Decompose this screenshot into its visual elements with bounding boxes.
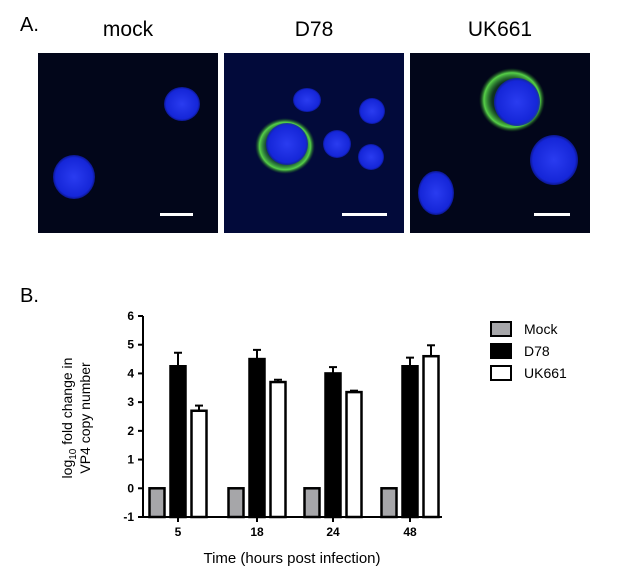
bar-uk661: [269, 380, 287, 519]
x-axis-label: Time (hours post infection): [203, 550, 380, 567]
legend-swatch-d78: [490, 343, 512, 359]
nucleus: [323, 130, 351, 158]
bar-d78: [324, 372, 342, 519]
nucleus: [358, 144, 384, 170]
y-tick-label: 1: [127, 453, 134, 467]
bar-uk661: [345, 390, 363, 519]
panel-title-mock: mock: [102, 18, 154, 41]
bar-mock: [227, 487, 245, 519]
image-d78: [224, 53, 404, 233]
scale-bar: [534, 213, 570, 216]
bar-d78: [169, 365, 187, 519]
bar-chart: log10 fold change in VP4 copy number Tim…: [59, 309, 567, 567]
y-tick-label: -1: [123, 510, 134, 524]
nucleus: [164, 87, 200, 121]
bar-uk661: [190, 409, 208, 519]
y-tick-label: 0: [127, 481, 134, 495]
scale-bar: [160, 213, 193, 216]
nucleus: [359, 98, 385, 124]
legend-label-d78: D78: [524, 343, 550, 359]
y-tick-label: 6: [127, 309, 134, 323]
microscopy-panels: [38, 53, 590, 233]
nucleus: [293, 88, 321, 112]
x-tick-label: 24: [326, 525, 340, 539]
nucleus: [494, 78, 540, 126]
y-tick-label: 4: [127, 366, 134, 380]
panel-a-label: A.: [20, 14, 39, 36]
nucleus: [53, 155, 95, 199]
legend-label-uk661: UK661: [524, 365, 567, 381]
x-tick-label: 48: [403, 525, 417, 539]
nucleus: [266, 123, 308, 165]
panel-title-d78: D78: [294, 18, 334, 41]
nucleus: [530, 135, 578, 185]
x-tick-label: 5: [175, 525, 182, 539]
y-axis-label-line1: log10 fold change in: [59, 358, 79, 479]
bar-uk661: [422, 354, 440, 519]
scale-bar: [342, 213, 387, 216]
bar-mock: [148, 487, 166, 519]
legend-swatch-uk661: [490, 365, 512, 381]
y-tick-label: 3: [127, 395, 134, 409]
y-axis-label-line2: VP4 copy number: [77, 362, 93, 474]
bar-mock: [380, 487, 398, 519]
image-mock: [38, 53, 218, 233]
y-tick-label: 5: [127, 338, 134, 352]
y-tick-label: 2: [127, 424, 134, 438]
panel-title-uk661: UK661: [467, 18, 533, 41]
image-uk661: [410, 53, 590, 233]
legend-label-mock: Mock: [524, 321, 558, 337]
bar-d78: [401, 365, 419, 519]
legend-swatch-mock: [490, 321, 512, 337]
panel-b-label: B.: [20, 285, 39, 307]
nucleus: [418, 171, 454, 215]
bar-mock: [303, 487, 321, 519]
bar-d78: [248, 357, 266, 519]
x-tick-label: 18: [250, 525, 264, 539]
